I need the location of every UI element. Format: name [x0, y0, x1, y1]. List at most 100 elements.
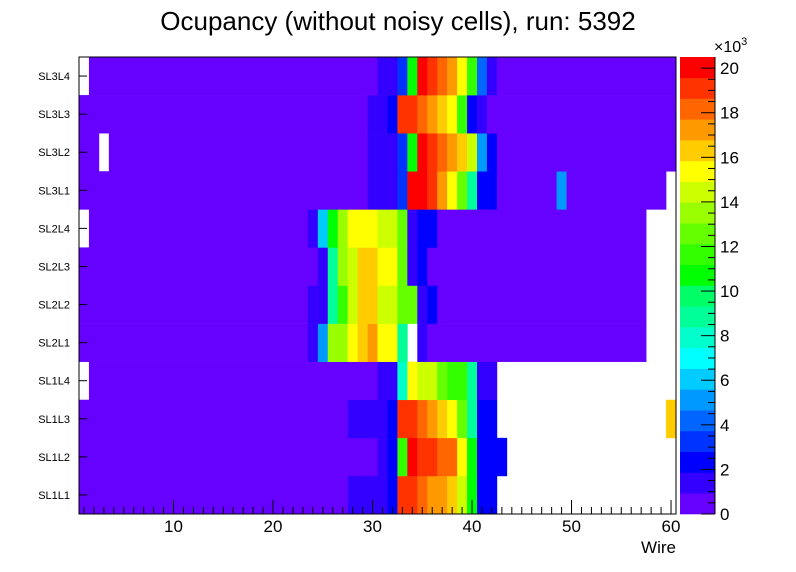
- heatmap-cell: [457, 57, 468, 96]
- heatmap-cell: [397, 361, 408, 401]
- heatmap-cell: [397, 133, 408, 172]
- heatmap-cell: [387, 437, 398, 477]
- color-scale-multiplier: ×103: [714, 36, 747, 56]
- x-tick-label: 50: [562, 517, 581, 536]
- heatmap-cell: [417, 437, 438, 477]
- heatmap-cell: [477, 475, 498, 515]
- heatmap-cell: [347, 247, 358, 286]
- color-scale-tick-label: 0: [720, 505, 729, 524]
- heatmap-cell: [427, 57, 438, 96]
- heatmap-cell: [79, 437, 378, 477]
- heatmap-cell: [387, 475, 398, 515]
- color-scale-swatch: [680, 327, 715, 349]
- heatmap-cell: [377, 437, 388, 477]
- heatmap-cell: [437, 209, 647, 248]
- heatmap-cell: [467, 437, 478, 477]
- heatmap-cell: [437, 95, 448, 134]
- color-scale-tick-label: 18: [720, 104, 739, 123]
- color-scale-tick-label: 2: [720, 460, 729, 479]
- color-scale-swatch: [680, 77, 715, 99]
- color-scale-swatch: [680, 306, 715, 328]
- color-scale-tick-label: 20: [720, 59, 739, 78]
- heatmap-cell: [457, 95, 468, 134]
- heatmap-cell: [467, 171, 478, 210]
- color-scale-swatch: [680, 493, 715, 515]
- color-scale-tick-label: 4: [720, 416, 729, 435]
- heatmap-cell: [566, 171, 667, 210]
- y-tick-label: SL3L3: [38, 109, 70, 121]
- heatmap-cell: [347, 323, 358, 362]
- chart-title: Ocupancy (without noisy cells), run: 539…: [160, 6, 635, 36]
- heatmap-cell: [427, 475, 448, 515]
- y-tick-label: SL2L4: [38, 223, 70, 235]
- heatmap-cell: [407, 171, 428, 210]
- heatmap-cell: [327, 285, 338, 324]
- heatmap-cell: [317, 247, 329, 286]
- heatmap-cell: [477, 133, 488, 172]
- heatmap-cell: [427, 247, 647, 286]
- heatmap-cell: [437, 57, 448, 96]
- heatmap-cell: [447, 95, 458, 134]
- color-scale-swatch: [680, 430, 715, 452]
- heatmap-cell: [397, 209, 408, 248]
- color-scale-swatch: [680, 389, 715, 411]
- heatmap-cell: [79, 247, 319, 286]
- heatmap-cell: [417, 57, 428, 96]
- heatmap-cell: [447, 361, 468, 401]
- heatmap-cell: [457, 399, 468, 439]
- color-scale-swatch: [680, 140, 715, 162]
- x-axis-title: Wire: [641, 538, 676, 557]
- x-tick-label: 10: [164, 517, 183, 536]
- heatmap-cell: [477, 399, 498, 439]
- heatmap-cell: [387, 95, 398, 134]
- heatmap-cell: [477, 95, 488, 134]
- heatmap-cell: [327, 209, 338, 248]
- heatmap-cell: [417, 247, 428, 286]
- heatmap-cell: [556, 171, 567, 210]
- heatmap-cell: [347, 399, 388, 439]
- heatmap-cell: [377, 361, 398, 401]
- y-tick-label: SL1L3: [38, 414, 70, 426]
- heatmap-cell: [88, 209, 309, 248]
- heatmap-cell: [417, 95, 428, 134]
- heatmap-cell: [337, 247, 348, 286]
- heatmap-cell: [496, 133, 677, 172]
- heatmap-cell: [427, 399, 438, 439]
- heatmap-cell: [397, 285, 418, 324]
- heatmap-cell: [367, 171, 398, 210]
- heatmap-cell: [457, 437, 468, 477]
- color-scale-exponent: 3: [741, 36, 747, 48]
- heatmap-cell: [496, 171, 557, 210]
- heatmap-cell: [387, 399, 398, 439]
- color-scale-swatch: [680, 451, 715, 473]
- y-tick-label: SL3L2: [38, 147, 70, 159]
- color-scale-swatch: [680, 57, 715, 79]
- heatmap-cells: [79, 57, 677, 515]
- heatmap-cell: [397, 247, 408, 286]
- y-tick-label: SL3L1: [38, 185, 70, 197]
- color-scale-swatch: [680, 472, 715, 494]
- heatmap-cell: [407, 209, 418, 248]
- heatmap-cell: [357, 285, 378, 324]
- plot-frame: [78, 56, 677, 515]
- heatmap-cell: [417, 475, 428, 515]
- heatmap-cell: [88, 57, 378, 96]
- color-scale-swatch: [680, 264, 715, 286]
- heatmap-cell: [437, 133, 448, 172]
- heatmap-cell: [457, 133, 468, 172]
- color-scale-tick-label: 8: [720, 327, 729, 346]
- heatmap-cell: [317, 323, 329, 362]
- y-tick-label: SL2L1: [38, 338, 70, 350]
- heatmap-cell: [377, 285, 398, 324]
- heatmap-cell: [477, 57, 488, 96]
- color-scale: 0 2 4 6 8 10 12 14 16 18 20: [680, 57, 739, 524]
- heatmap-cell: [437, 437, 458, 477]
- x-tick-label: 60: [662, 517, 681, 536]
- heatmap-cell: [407, 247, 418, 286]
- heatmap-cell: [377, 323, 398, 362]
- heatmap-cell: [427, 95, 438, 134]
- heatmap-cell: [486, 133, 498, 172]
- heatmap-cell: [367, 323, 378, 362]
- heatmap-cell: [467, 57, 478, 96]
- color-scale-swatch: [680, 243, 715, 266]
